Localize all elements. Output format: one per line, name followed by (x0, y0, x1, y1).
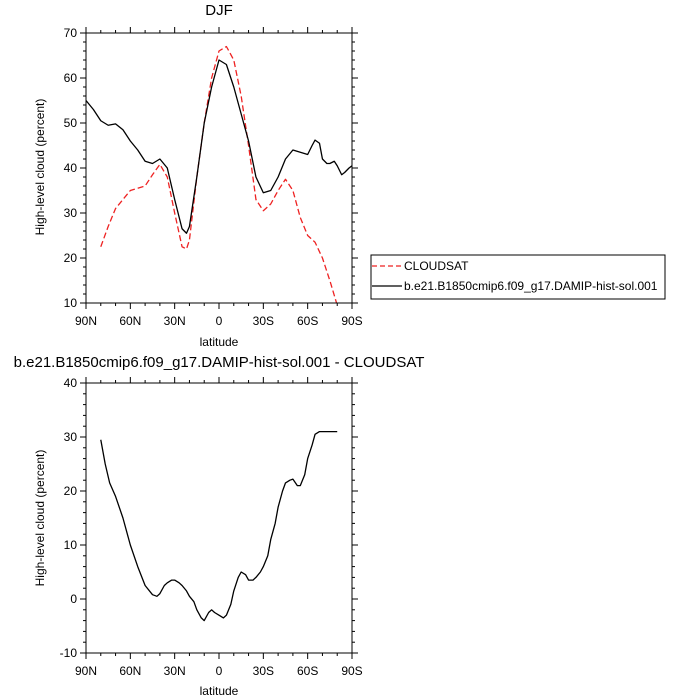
bottom-chart-x-tick-label: 90S (341, 664, 362, 678)
bottom-chart-plot-frame (85, 382, 353, 654)
top-chart-y-tick-label: 40 (64, 161, 78, 175)
bottom-chart-x-tick-label: 30N (164, 664, 186, 678)
top-chart-y-tick-label: 50 (64, 116, 78, 130)
bottom-chart-y-tick-label: 0 (70, 592, 77, 606)
top-chart-y-tick-label: 20 (64, 251, 78, 265)
bottom-chart-y-tick-label: 30 (64, 430, 78, 444)
bottom-chart-ylabel: High-level cloud (percent) (33, 450, 47, 587)
bottom-chart-title: b.e21.B1850cmip6.f09_g17.DAMIP-hist-sol.… (14, 354, 425, 371)
top-chart-y-tick-label: 10 (64, 296, 78, 310)
top-chart-ylabel: High-level cloud (percent) (33, 99, 47, 236)
top-chart-x-tick-label: 0 (216, 314, 223, 328)
bottom-chart-y-tick-label: 10 (64, 538, 78, 552)
top-chart-x-tick-label: 60S (297, 314, 318, 328)
top-chart-series-line-1 (86, 59, 352, 234)
top-chart-title: DJF (205, 2, 233, 19)
bottom-chart-y-tick-label: 40 (64, 376, 78, 390)
top-chart-x-tick-label: 60N (119, 314, 141, 328)
top-chart-x-tick-label: 30N (164, 314, 186, 328)
bottom-chart-x-tick-label: 60S (297, 664, 318, 678)
top-chart: DJF latitude High-level cloud (percent) … (33, 2, 363, 349)
top-chart-y-tick-label: 70 (64, 26, 78, 40)
legend-box (370, 254, 666, 300)
bottom-chart-x-tick-label: 0 (216, 664, 223, 678)
bottom-chart: b.e21.B1850cmip6.f09_g17.DAMIP-hist-sol.… (14, 354, 425, 698)
bottom-chart-x-tick-label: 30S (253, 664, 274, 678)
top-chart-y-tick-label: 30 (64, 206, 78, 220)
top-chart-xlabel: latitude (200, 335, 239, 349)
bottom-chart-xlabel: latitude (200, 684, 239, 698)
top-chart-x-tick-label: 90S (341, 314, 362, 328)
legend-label-cloudsat: CLOUDSAT (404, 259, 469, 273)
top-chart-series-line-0 (100, 45, 338, 303)
bottom-chart-y-tick-label: 20 (64, 484, 78, 498)
top-chart-y-tick-label: 60 (64, 71, 78, 85)
bottom-chart-x-tick-label: 90N (75, 664, 97, 678)
legend-label-model: b.e21.B1850cmip6.f09_g17.DAMIP-hist-sol.… (404, 279, 658, 293)
top-chart-x-tick-label: 90N (75, 314, 97, 328)
top-chart-x-tick-label: 30S (253, 314, 274, 328)
top-chart-plot-frame (85, 32, 353, 304)
bottom-chart-y-tick-label: -10 (60, 646, 78, 660)
bottom-chart-x-tick-label: 60N (119, 664, 141, 678)
bottom-chart-series-line-0 (100, 430, 338, 622)
top-chart-legend: CLOUDSAT b.e21.B1850cmip6.f09_g17.DAMIP-… (370, 254, 666, 300)
